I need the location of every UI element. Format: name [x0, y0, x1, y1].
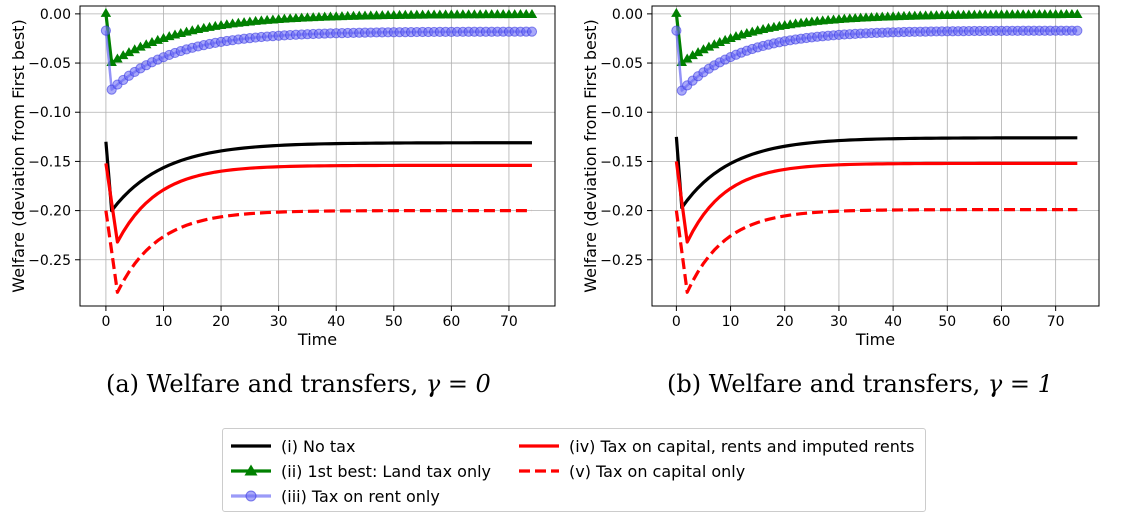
- series-1: [674, 136, 1078, 210]
- data-point-circle: [526, 26, 538, 37]
- x-axis-label: Time: [855, 330, 895, 349]
- series-2: [671, 7, 1083, 67]
- y-axis-label: Welfare (deviation from First best): [9, 19, 28, 292]
- plot-frame: [651, 5, 1100, 307]
- legend-label: (iii) Tax on rent only: [281, 486, 440, 506]
- y-tick-label: −0.15: [28, 154, 71, 170]
- legend-label: (iv) Tax on capital, rents and imputed r…: [569, 436, 915, 456]
- x-tick-label: 10: [155, 314, 173, 330]
- y-tick-label: 0.00: [40, 7, 71, 23]
- y-tick-label: −0.25: [28, 253, 71, 269]
- series-4: [674, 161, 1078, 244]
- x-tick-label: 20: [776, 314, 794, 330]
- legend-swatch-solid-black: [231, 444, 271, 448]
- x-tick-label: 60: [442, 314, 460, 330]
- x-tick-label: 60: [993, 314, 1011, 330]
- data-point-triangle: [692, 47, 704, 57]
- series-5: [104, 208, 532, 294]
- caption-b-gamma: γ = 1: [987, 370, 1053, 398]
- caption-a-label: (a) Welfare and transfers,: [106, 370, 426, 398]
- series-5: [674, 208, 1078, 294]
- series-3: [100, 25, 538, 95]
- y-tick-label: −0.15: [600, 154, 643, 170]
- x-tick-label: 50: [938, 314, 956, 330]
- y-tick-label: −0.10: [28, 105, 71, 121]
- x-tick-label: 40: [884, 314, 902, 330]
- data-point-triangle: [117, 50, 129, 60]
- x-tick-label: 40: [327, 314, 345, 330]
- data-point-triangle: [100, 7, 112, 17]
- series-3: [671, 25, 1083, 96]
- y-tick-label: −0.10: [600, 105, 643, 121]
- data-point-triangle: [687, 50, 698, 60]
- series-4: [104, 163, 532, 244]
- data-point-triangle: [135, 41, 146, 51]
- x-tick-label: 70: [500, 314, 518, 330]
- data-point-triangle: [112, 53, 123, 63]
- legend: (i) No tax (ii) 1st best: Land tax only …: [222, 428, 926, 512]
- y-axis-label: Welfare (deviation from First best): [581, 19, 600, 292]
- series-line: [104, 141, 532, 213]
- legend-swatch-solid-red: [519, 444, 559, 448]
- x-axis-label: Time: [297, 330, 337, 349]
- legend-item-capital-tax: (v) Tax on capital only: [519, 460, 745, 482]
- data-point-triangle: [698, 44, 709, 54]
- legend-swatch-green-triangle: [231, 464, 271, 476]
- legend-item-land-tax: (ii) 1st best: Land tax only: [231, 460, 491, 482]
- series-line: [674, 136, 1078, 210]
- data-point-triangle: [526, 9, 538, 19]
- x-tick-label: 10: [722, 314, 740, 330]
- y-tick-label: −0.20: [600, 204, 643, 220]
- series-1: [104, 141, 532, 213]
- y-tick-label: −0.05: [600, 56, 643, 72]
- series-line: [674, 161, 1078, 244]
- legend-item-rent-tax: (iii) Tax on rent only: [231, 485, 440, 507]
- y-tick-label: 0.00: [612, 7, 643, 23]
- legend-swatch-dashed-red: [519, 469, 559, 473]
- chart-panel-a: 0 10 20 30 40 50 60 70 0.00 −0.05 −0.10 −0.15 −0.20 −…: [9, 5, 556, 349]
- legend-label: (v) Tax on capital only: [569, 461, 746, 481]
- series-line: [674, 208, 1078, 294]
- y-tick-label: −0.05: [28, 56, 71, 72]
- series-line: [104, 208, 532, 294]
- data-point-circle: [671, 25, 682, 36]
- y-tick-label: −0.25: [600, 253, 643, 269]
- caption-panel-a: (a) Welfare and transfers, γ = 0: [106, 370, 491, 398]
- data-point-triangle: [703, 41, 715, 51]
- x-tick-label: 0: [672, 314, 681, 330]
- data-point-triangle: [123, 47, 135, 57]
- x-tick-label: 0: [101, 314, 110, 330]
- data-point-circle: [100, 25, 112, 36]
- y-tick-label: −0.20: [28, 204, 71, 220]
- caption-b-label: (b) Welfare and transfers,: [667, 370, 988, 398]
- legend-item-capital-rents-tax: (iv) Tax on capital, rents and imputed r…: [519, 435, 914, 457]
- legend-label: (i) No tax: [281, 436, 356, 456]
- caption-a-gamma: γ = 0: [425, 370, 491, 398]
- legend-label: (ii) 1st best: Land tax only: [281, 461, 491, 481]
- data-point-triangle: [671, 7, 682, 17]
- x-tick-label: 30: [270, 314, 288, 330]
- data-point-circle: [1072, 25, 1083, 36]
- data-point-triangle: [681, 53, 693, 63]
- x-tick-label: 70: [1047, 314, 1065, 330]
- caption-panel-b: (b) Welfare and transfers, γ = 1: [667, 370, 1053, 398]
- series-line: [104, 163, 532, 244]
- x-tick-label: 50: [385, 314, 403, 330]
- chart-panel-b: 0 10 20 30 40 50 60 70 0.00 −0.05 −0.10 −0.15 −0.20 −…: [581, 5, 1100, 349]
- data-point-triangle: [129, 44, 140, 54]
- data-point-triangle: [1072, 9, 1083, 19]
- legend-item-no-tax: (i) No tax: [231, 435, 355, 457]
- plot-frame: [79, 5, 556, 307]
- x-tick-label: 20: [212, 314, 230, 330]
- x-tick-label: 30: [830, 314, 848, 330]
- legend-swatch-blue-circle: [231, 490, 271, 502]
- series-2: [100, 7, 538, 67]
